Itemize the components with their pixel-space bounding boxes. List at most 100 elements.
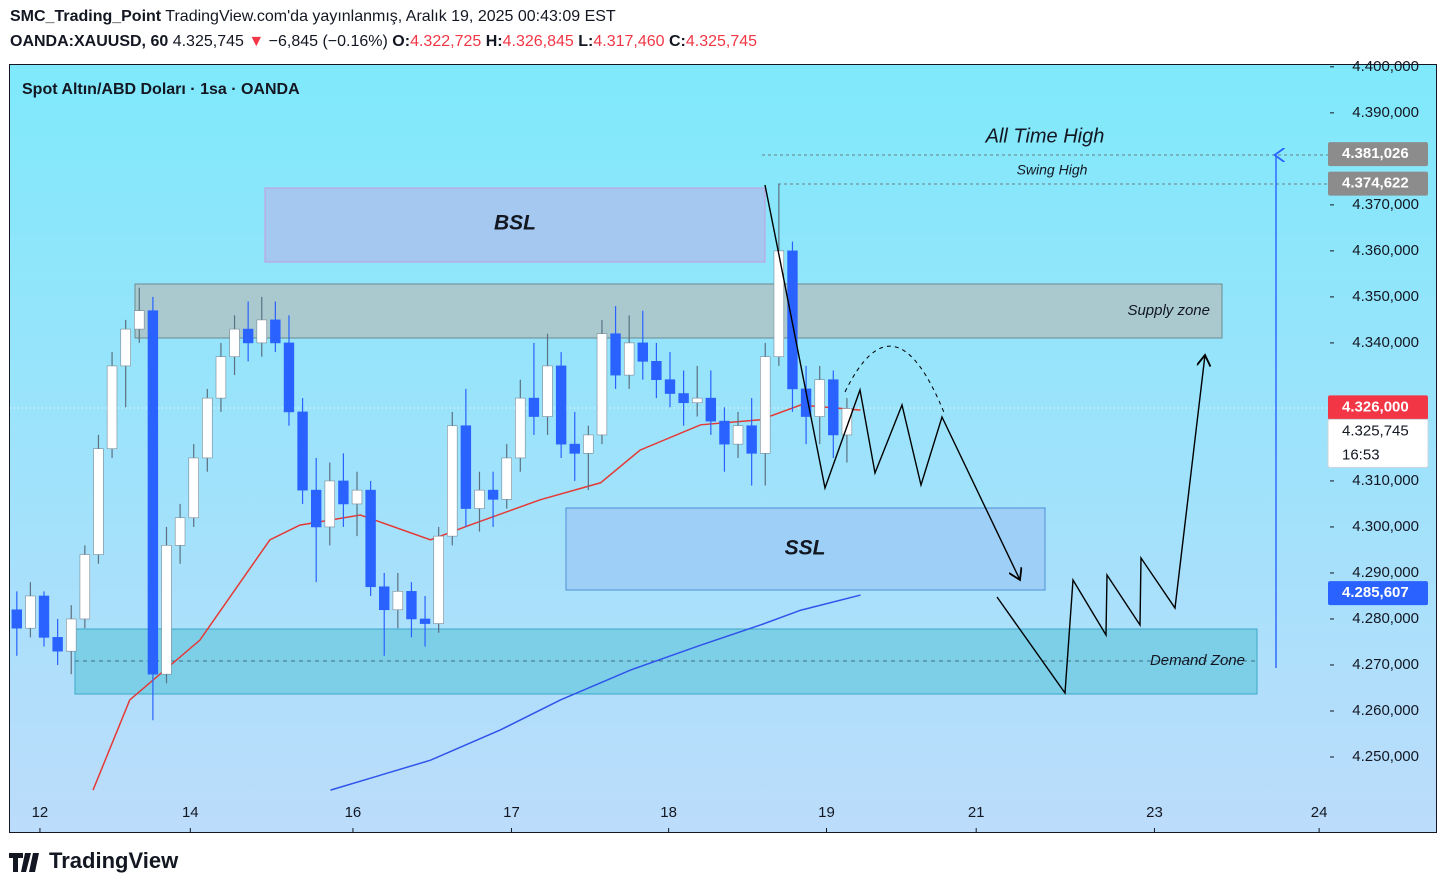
- candle-body: [25, 595, 36, 629]
- y-tick-label: 4.350,000: [1352, 288, 1419, 305]
- candle-body: [242, 328, 254, 344]
- annotation: Swing High: [1017, 162, 1088, 178]
- candle-body: [134, 310, 145, 330]
- candle-body: [120, 328, 131, 367]
- price-badge-label: 4.374,622: [1342, 175, 1409, 192]
- candle-body: [746, 425, 757, 454]
- x-tick-label: 21: [968, 804, 985, 821]
- candle-body: [474, 489, 485, 509]
- ssl-zone: [565, 507, 1046, 591]
- projection: [764, 155, 1276, 696]
- candle-body: [596, 333, 608, 436]
- y-tick-label: 4.260,000: [1352, 702, 1419, 719]
- candle-body: [188, 457, 199, 519]
- y-tick-label: 4.290,000: [1352, 564, 1419, 581]
- moving-average: [92, 404, 861, 791]
- x-tick-label: 17: [503, 804, 520, 821]
- candle-body: [66, 618, 77, 652]
- candle-body: [637, 342, 648, 362]
- o-label: O:: [392, 33, 411, 50]
- candle-body: [828, 379, 839, 436]
- x-tick-label: 12: [32, 804, 49, 821]
- candle-body: [338, 480, 349, 505]
- moving-average: [330, 594, 861, 791]
- bsl-zone: [264, 187, 766, 263]
- symbol: OANDA:XAUUSD, 60: [10, 33, 169, 50]
- candle-body: [324, 480, 335, 528]
- brand: TradingView: [49, 848, 179, 873]
- candle-body: [433, 535, 444, 624]
- x-tick-label: 14: [182, 804, 199, 821]
- header-line-1: SMC_Trading_Point TradingView.com'da yay…: [10, 8, 616, 26]
- y-tick-label: 4.360,000: [1352, 242, 1419, 259]
- c-label: C:: [669, 33, 686, 50]
- o-value: 4.322,725: [410, 33, 482, 50]
- y-tick-label: 4.390,000: [1352, 104, 1419, 121]
- y-tick-label: 4.340,000: [1352, 334, 1419, 351]
- candle-body: [678, 393, 689, 404]
- candle-body: [719, 420, 730, 445]
- candle-body: [392, 591, 404, 611]
- c-value: 4.325,745: [685, 33, 758, 50]
- candle-body: [215, 356, 227, 399]
- candle-body: [419, 618, 431, 624]
- candle-body: [161, 545, 172, 675]
- x-tick-label: 19: [818, 804, 835, 821]
- l-label: L:: [578, 33, 594, 50]
- candle-body: [569, 443, 580, 454]
- candle-body: [760, 356, 771, 454]
- candle-body: [841, 408, 853, 436]
- price-badge-label: 4.381,026: [1342, 145, 1409, 162]
- chart-title: Spot Altın/ABD Doları · 1sa · OANDA: [22, 81, 300, 98]
- candle-body: [379, 586, 390, 611]
- projection-arc: [844, 345, 946, 416]
- candle-body: [229, 328, 240, 358]
- candle-body: [406, 591, 417, 620]
- price-badge: [1327, 418, 1429, 468]
- candle-body: [651, 361, 662, 381]
- candle-body: [542, 365, 553, 417]
- candle-body: [106, 365, 118, 450]
- price-badge-label: 4.325,745: [1342, 422, 1409, 439]
- candle-body: [38, 595, 50, 638]
- change: −6,845 (−0.16%): [268, 33, 388, 50]
- annotation: BSL: [494, 212, 536, 235]
- candle-body: [528, 397, 540, 417]
- candle-body: [460, 425, 472, 509]
- published: TradingView.com'da yayınlanmış, Aralık 1…: [165, 8, 616, 25]
- candle-body: [365, 489, 376, 588]
- y-tick-label: 4.280,000: [1352, 610, 1419, 627]
- candle-body: [623, 342, 635, 376]
- annotation: SSL: [785, 537, 826, 560]
- y-tick-label: 4.300,000: [1352, 518, 1419, 535]
- candle-body: [93, 448, 104, 555]
- y-tick-label: 4.310,000: [1352, 472, 1419, 489]
- logo-mark: [9, 853, 39, 872]
- zones: [10, 154, 1330, 695]
- candle-body: [283, 342, 295, 413]
- annotation: Supply zone: [1127, 302, 1210, 319]
- candle-body: [583, 434, 594, 454]
- y-tick-label: 4.250,000: [1352, 748, 1419, 765]
- annotation: Demand Zone: [1150, 652, 1245, 669]
- candle-body: [555, 365, 567, 445]
- header-line-2: OANDA:XAUUSD, 60 4.325,745 ▼ −6,845 (−0.…: [10, 33, 757, 51]
- x-tick-label: 18: [660, 804, 677, 821]
- candle-body: [11, 609, 23, 629]
- candle-body: [515, 397, 526, 459]
- candle-body: [270, 319, 281, 344]
- supply-zone: [134, 283, 1223, 339]
- candle-body: [202, 397, 213, 459]
- candle-body: [501, 457, 512, 500]
- annotation: All Time High: [985, 125, 1105, 147]
- projection-path: [764, 184, 1020, 580]
- x-tick-label: 24: [1311, 804, 1328, 821]
- projection-path: [996, 355, 1205, 696]
- price-badge-label: 4.326,000: [1342, 398, 1409, 415]
- logo: TradingView: [9, 848, 179, 873]
- author: SMC_Trading_Point: [10, 8, 162, 25]
- last: 4.325,745: [172, 33, 244, 50]
- candle-body: [814, 379, 825, 417]
